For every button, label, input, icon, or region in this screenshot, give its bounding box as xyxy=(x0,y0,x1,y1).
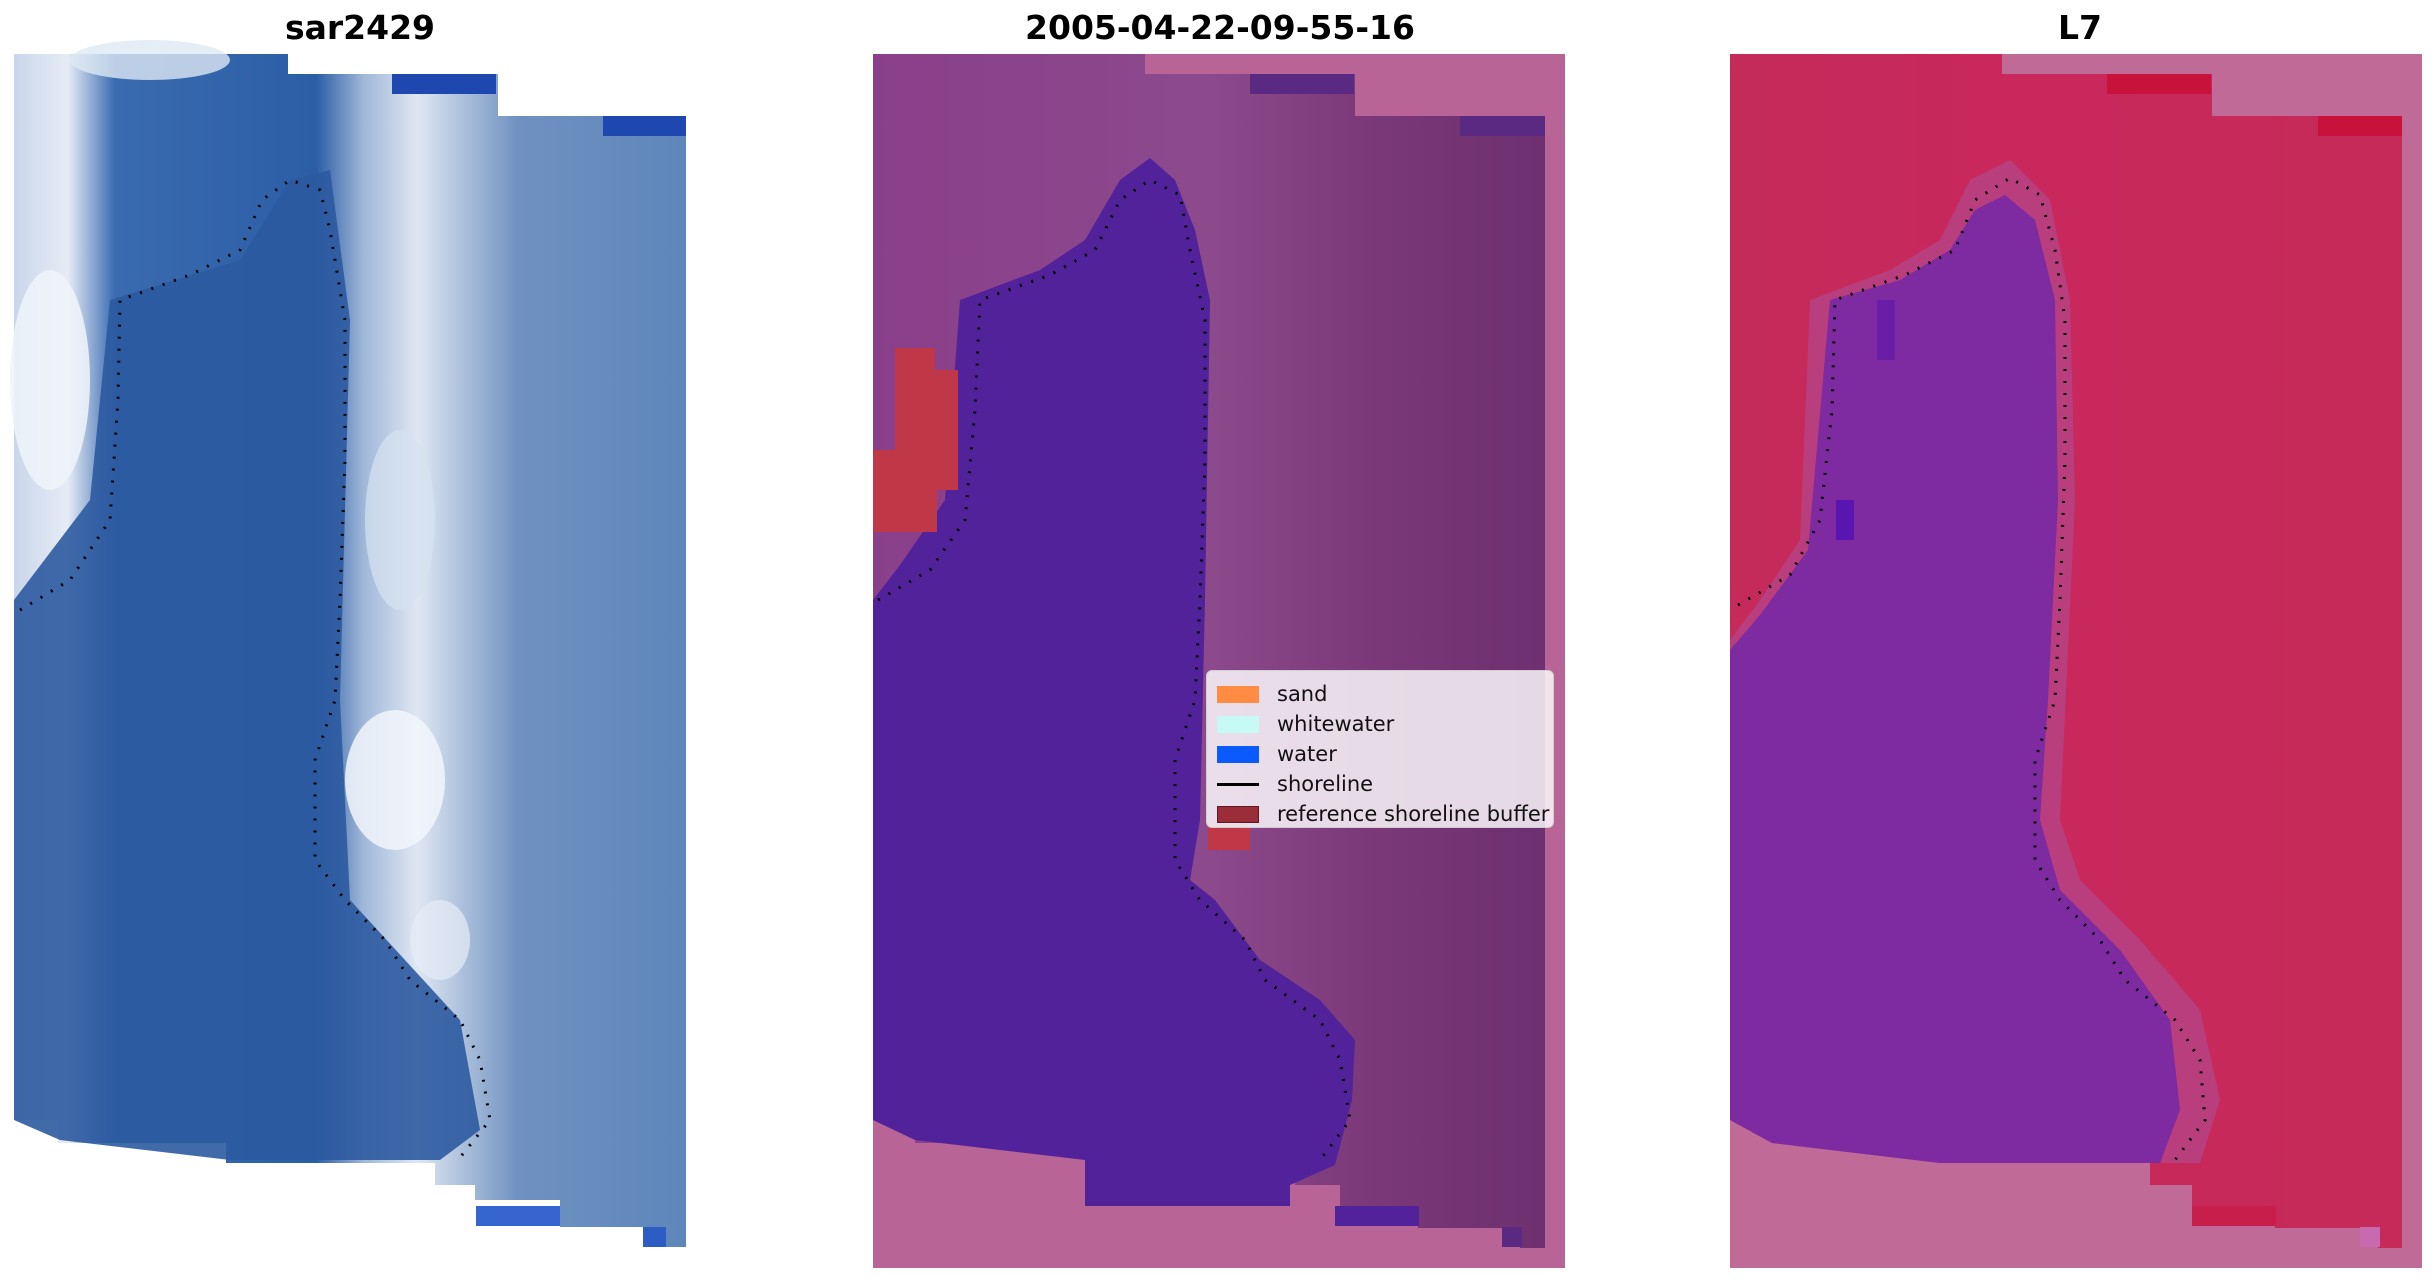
classified-image xyxy=(873,54,1565,1268)
legend-item-whitewater: whitewater xyxy=(1217,709,1394,739)
legend-label-reference-buffer: reference shoreline buffer xyxy=(1277,802,1550,826)
buffer-swatch xyxy=(1217,805,1259,823)
legend-item-reference-buffer: reference shoreline buffer xyxy=(1217,799,1549,829)
legend-item-water: water xyxy=(1217,739,1337,769)
legend-label-whitewater: whitewater xyxy=(1277,712,1395,736)
panel-title-classified: 2005-04-22-09-55-16 xyxy=(1025,8,1415,47)
water-swatch xyxy=(1217,745,1259,763)
panel-title-mndwi: L7 xyxy=(2058,8,2102,47)
legend-item-sand: sand xyxy=(1217,679,1327,709)
rgb-image xyxy=(10,40,686,1247)
panel-title-rgb: sar2429 xyxy=(284,8,436,47)
legend-label-water: water xyxy=(1277,742,1337,766)
whitewater-swatch xyxy=(1217,715,1259,733)
shoreline-line-swatch xyxy=(1217,782,1259,786)
legend-item-shoreline: shoreline xyxy=(1217,769,1373,799)
legend: sand whitewater water shoreline referenc… xyxy=(1206,670,1554,828)
legend-label-sand: sand xyxy=(1277,682,1328,706)
legend-label-shoreline: shoreline xyxy=(1277,772,1374,796)
sand-swatch xyxy=(1217,685,1259,703)
mndwi-image xyxy=(1730,54,2422,1268)
